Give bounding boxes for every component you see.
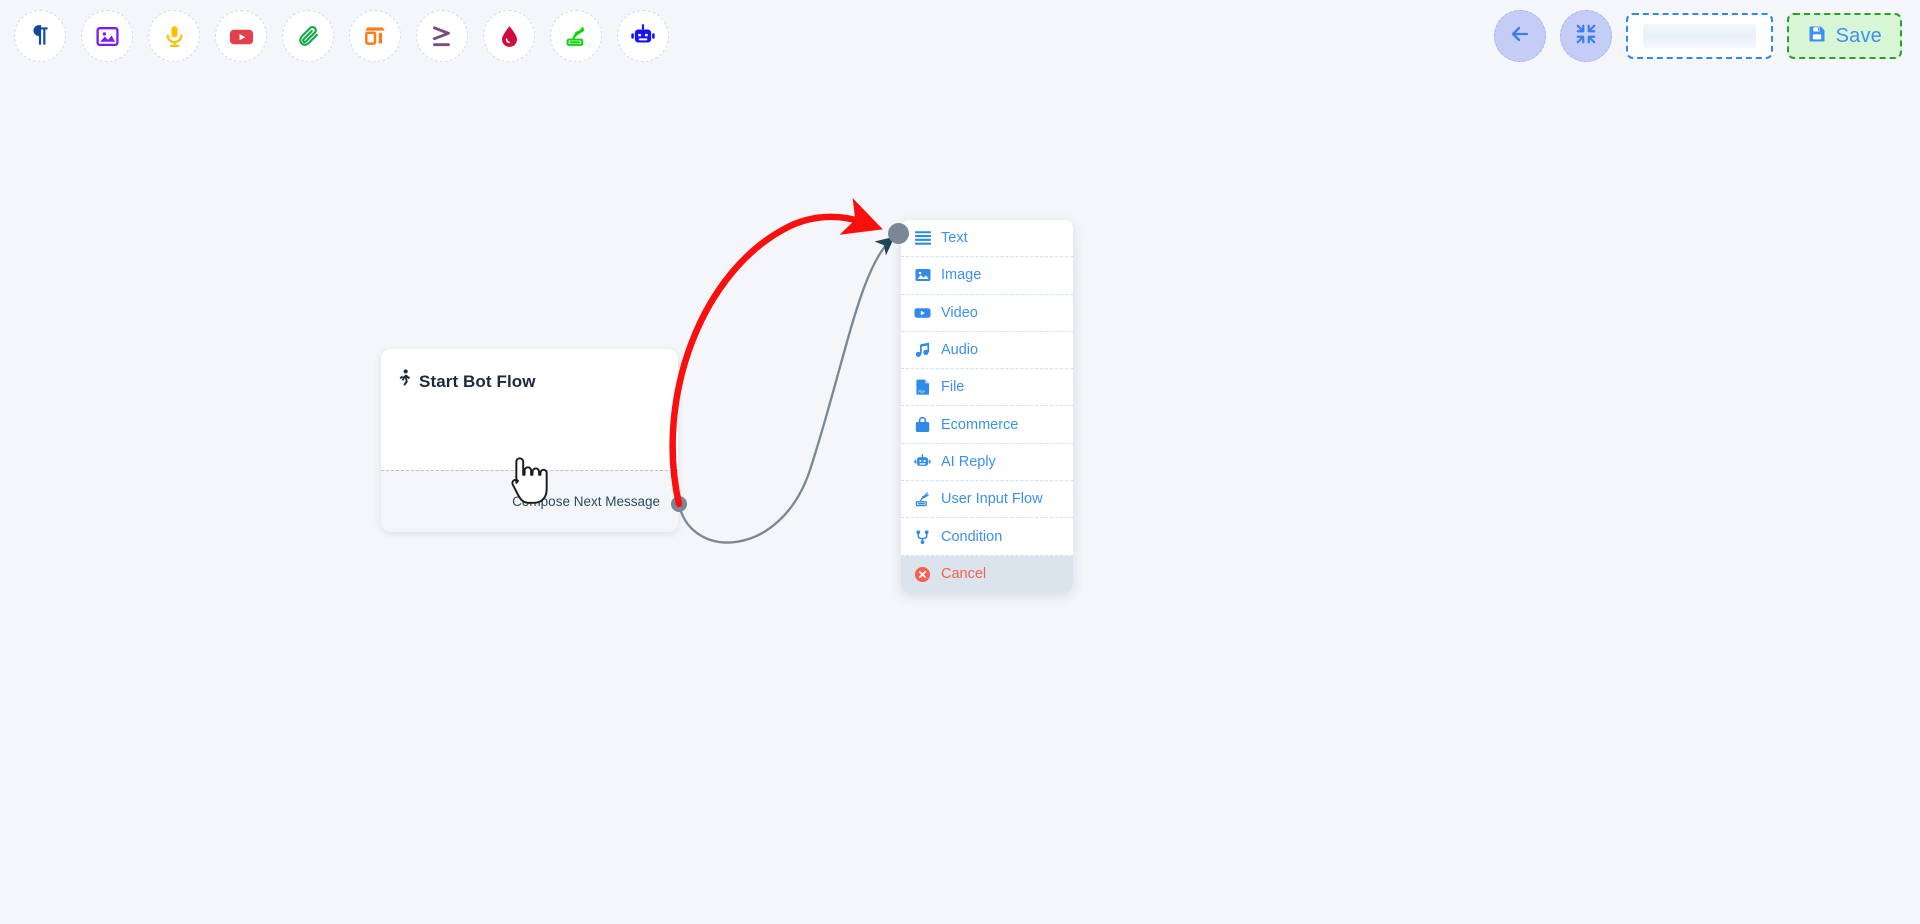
blood-block-tool[interactable] [483,10,535,62]
ecommerce-block-tool[interactable] [349,10,401,62]
node-title: Start Bot Flow [419,371,536,391]
save-button[interactable]: Save [1786,13,1902,59]
floppy-disk-icon [1807,24,1827,49]
walking-person-icon [397,369,412,394]
branch-icon [914,529,931,545]
block-type-menu: Text Image Video Audio PDF File [901,220,1073,593]
user-input-block-tool[interactable] [550,10,602,62]
menu-item-ecommerce[interactable]: Ecommerce [901,406,1073,444]
back-button[interactable] [1493,10,1546,62]
menu-item-text[interactable]: Text [901,220,1073,258]
menu-item-condition[interactable]: Condition [901,518,1073,556]
music-note-icon [914,342,931,358]
save-button-label: Save [1835,24,1882,47]
menu-item-image[interactable]: Image [901,257,1073,295]
menu-item-label: User Input Flow [941,491,1043,508]
blood-drop-icon [497,24,522,49]
block-toolbar [14,10,669,62]
menu-item-label: Audio [941,342,979,359]
pilcrow-icon [27,23,53,49]
menu-item-label: Ecommerce [941,416,1019,433]
robot-icon [630,23,656,49]
user-input-icon [564,24,589,49]
arrow-left-icon [1508,22,1532,51]
pdf-file-icon: PDF [914,379,931,395]
microphone-icon [162,24,187,49]
source-connection-dot[interactable] [671,496,687,512]
paperclip-icon [296,24,321,49]
ai-reply-block-tool[interactable] [617,10,669,62]
node-header: Start Bot Flow [381,349,678,394]
node-body[interactable] [381,394,678,504]
menu-item-ai-reply[interactable]: AI Reply [901,443,1073,482]
shopping-bag-icon [914,416,931,433]
target-connection-dot[interactable] [888,223,909,244]
menu-item-audio[interactable]: Audio [901,331,1073,370]
user-input-icon [914,491,931,507]
svg-text:PDF: PDF [918,390,925,394]
start-bot-flow-node[interactable]: Start Bot Flow Compose Next Message [381,349,678,532]
menu-item-file[interactable]: PDF File [901,369,1073,407]
menu-item-user-input-flow[interactable]: User Input Flow [901,481,1073,519]
condition-block-tool[interactable] [416,10,468,62]
image-icon [914,267,931,283]
menu-item-label: File [941,379,965,396]
robot-icon [914,454,931,470]
youtube-icon [228,23,255,50]
cancel-circle-icon [914,566,931,583]
menu-item-label: Condition [941,528,1003,545]
menu-item-video[interactable]: Video [901,294,1073,332]
menu-item-label: Cancel [941,566,987,583]
pointing-hand-cursor [501,451,555,507]
video-play-icon [914,305,931,321]
image-icon [95,24,120,49]
menu-item-label: Video [941,304,978,321]
input-placeholder-bar [1642,24,1756,48]
menu-item-label: Image [941,267,982,284]
flow-name-input[interactable] [1625,13,1773,59]
image-block-tool[interactable] [81,10,133,62]
store-icon [362,23,388,49]
menu-item-label: AI Reply [941,453,996,470]
text-lines-icon [914,230,931,246]
connection-edge [677,236,895,544]
menu-item-cancel[interactable]: Cancel [901,555,1073,593]
compress-icon [1575,23,1597,50]
text-block-tool[interactable] [14,10,66,62]
audio-block-tool[interactable] [148,10,200,62]
greater-equal-icon [429,23,455,49]
video-block-tool[interactable] [215,10,267,62]
flow-actions: Save [1493,10,1902,62]
compose-next-message-label: Compose Next Message [512,494,660,509]
red-annotation-arrow [669,197,883,508]
fit-view-button[interactable] [1559,10,1612,62]
file-block-tool[interactable] [282,10,334,62]
menu-item-label: Text [941,230,968,247]
